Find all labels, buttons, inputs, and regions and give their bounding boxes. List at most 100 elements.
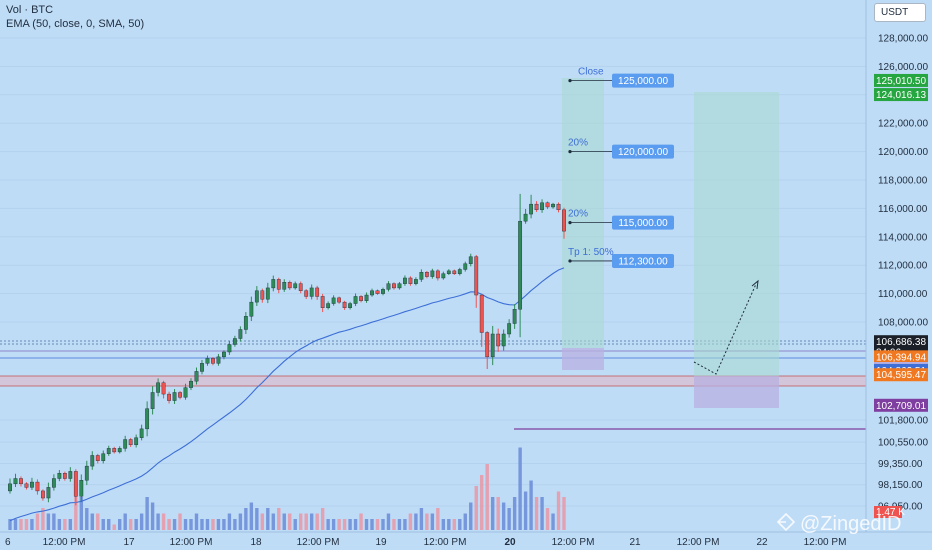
price-tag [874,73,928,87]
volume-bar [183,519,188,530]
volume-bar [227,513,232,530]
candle-body [178,392,182,398]
target-dot [568,259,572,263]
volume-bar [118,519,122,530]
candle-body [227,344,232,353]
volume-bar [24,519,29,530]
candle-body [57,472,62,479]
support-band [0,376,866,386]
candle-body [463,263,468,270]
volume-bar [266,508,270,530]
candle-body [419,272,424,280]
currency-selector[interactable]: USDT [874,3,926,22]
volume-bar [293,519,297,530]
volume-bar [299,513,303,530]
currency-label: USDT [881,7,909,18]
volume-bar [167,519,171,530]
price-tick: 112,000.00 [878,261,928,272]
volume-bar [123,513,127,530]
candle-body [117,448,122,453]
volume-bar [469,502,473,530]
candle-body [200,363,204,372]
volume-bar [172,519,177,530]
time-tick: 6 [5,537,11,548]
candle-body [408,277,413,284]
candle-body [485,332,490,358]
volume-bar [337,519,341,530]
candle-body [309,287,314,297]
candle-body [128,439,133,446]
candle-body [51,478,56,488]
volume-bar [156,513,160,530]
volume-bar [112,524,116,530]
price-tick: 99,350.00 [878,459,923,470]
volume-bar [348,519,352,530]
time-tick: 12:00 PM [43,537,86,548]
volume-bar [244,508,248,530]
price-tag [874,350,928,364]
volume-tag-text: 1.47 K [876,507,905,518]
volume-bar [288,513,292,530]
time-tick: 12:00 PM [297,537,340,548]
candle-body [331,297,336,304]
volume-bar [562,497,566,530]
volume-bar [57,519,62,530]
volume-legend: Vol · BTC [6,4,54,16]
projection-arrowhead [751,279,759,290]
volume-bar [255,508,259,530]
candle-body [183,387,188,398]
candle-body [348,303,352,309]
candle-body [375,290,380,294]
watermark-text: @ZingedID [800,513,901,535]
volume-bar [490,497,495,530]
volume-bar [353,519,358,530]
target-label: Tp 1: 50% [568,247,614,258]
candle-body [298,283,303,291]
volume-bar [540,497,544,530]
time-axis: 6 12:00 PM 17 12:00 PM 18 12:00 PM 19 12:00 PM 2… [0,512,932,548]
volume-bar [46,513,51,530]
stop-zone-1 [562,348,604,370]
candle-body [320,296,325,309]
volume-bar [35,513,40,530]
price-tick: 118,000.00 [878,176,928,187]
price-tag [874,88,928,102]
candle-body [134,437,139,446]
price-tick: 110,000.00 [878,289,928,300]
candle-body [315,287,320,297]
time-tick: 19 [375,537,387,548]
candle-body [326,303,331,309]
candle-body [19,478,23,485]
volume-bar [436,508,440,530]
volume-bar [277,508,281,530]
candle-body [518,220,523,310]
volume-bar [139,513,144,530]
volume-bar [507,508,511,530]
time-tick: 12:00 PM [424,537,467,548]
candle-body [68,471,73,479]
price-tag-text: 125,010.50 [876,76,926,87]
candle-body [145,408,150,430]
candle-body [282,282,287,290]
volume-bar [233,519,237,530]
time-tick: 12:00 PM [677,537,720,548]
candle-body [73,471,78,497]
candle-body [41,490,45,499]
volume-bar [205,519,210,530]
price-tick: 126,000.00 [878,62,928,73]
ema-legend: EMA (50, close, 0, SMA, 50) [6,18,145,30]
candle-body [529,203,533,215]
target-price-tag [612,144,674,159]
candlesticks [8,193,566,506]
candle-body [90,455,95,467]
volume-bar [452,519,456,530]
candle-body [446,270,451,274]
volume-bar [331,519,336,530]
candle-body [84,465,89,481]
volume-bar [364,519,369,530]
candle-body [46,487,51,499]
target-price-text: 115,000.00 [618,218,668,229]
target-price-text: 125,000.00 [618,76,668,87]
candle-body [123,439,128,449]
